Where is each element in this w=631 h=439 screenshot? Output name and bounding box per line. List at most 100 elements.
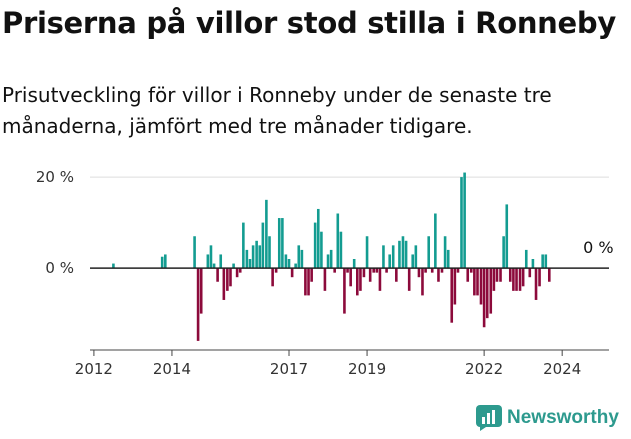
bar [375,268,379,273]
bar [251,245,255,269]
bar [414,245,418,269]
chart-title: Priserna på villor stod stilla i Ronneby [2,6,616,40]
bar [502,236,505,269]
bar [362,268,366,278]
bar [336,213,340,269]
bar [316,208,320,269]
bar [287,259,291,269]
bar [495,268,499,282]
bar [421,268,424,296]
bar [443,236,447,269]
bar [277,218,281,269]
bar [407,268,411,291]
bar [323,268,327,291]
bar [290,268,294,278]
bar [401,236,405,269]
bar [505,204,509,269]
bar [434,213,437,269]
bar [508,268,512,282]
bar [222,268,226,300]
bar [453,268,457,305]
bar [333,268,336,273]
bar [528,268,532,278]
bar [365,236,369,269]
bar [424,268,427,273]
x-tick-label: 2017 [270,360,308,378]
bar [404,240,408,269]
bar [294,263,297,269]
bar [229,268,232,287]
bar [274,268,278,273]
bar [479,268,483,305]
y-tick-label: 0 % [45,259,74,277]
bar [476,268,479,296]
bar [271,268,274,287]
bar [258,245,262,269]
bar [518,268,522,291]
bar [499,268,502,282]
bar [446,249,450,269]
bar [343,268,346,314]
bar [242,222,245,269]
bar [238,268,242,273]
bar [385,268,388,273]
bar [164,254,167,269]
bar [216,268,219,282]
bar [268,236,271,269]
bar [284,254,288,269]
annotation-label: 0 % [583,238,613,257]
x-tick-label: 2024 [543,360,581,378]
bar [196,268,200,341]
bar [382,245,385,269]
bar [160,256,164,269]
bar [395,268,398,282]
bar [206,254,210,269]
bar [466,268,470,282]
bar [352,259,356,269]
bar-chart-logo-icon [476,405,502,431]
bar [339,231,343,269]
bar [515,268,518,291]
bar [524,249,528,269]
bar [232,263,235,269]
bar [326,254,330,269]
bar [248,259,252,269]
y-tick-label: 20 % [36,168,74,186]
bar [255,240,258,269]
bar [427,236,431,269]
bar [492,268,496,291]
bar [226,268,229,291]
bar [329,249,333,269]
x-tick-label: 2022 [465,360,503,378]
bar [261,222,265,269]
bar [297,245,301,269]
bar [456,268,460,273]
bar [485,268,489,319]
bar [521,268,525,287]
bar [265,199,268,269]
bar [199,268,203,314]
bar [544,254,548,269]
bar [437,268,440,282]
bar [391,245,395,269]
bar [463,172,466,269]
bar [112,263,115,269]
bar [430,268,434,273]
bar [307,268,310,296]
bar [245,249,249,269]
bar [209,245,213,269]
bar [320,231,323,269]
bar [372,268,375,273]
bar [534,268,538,300]
bar [219,254,223,269]
bar [281,218,284,269]
bar [469,268,473,273]
bar [460,177,463,269]
bar [346,268,349,273]
x-tick-label: 2014 [153,360,191,378]
x-tick-label: 2012 [75,360,113,378]
bar [235,268,239,278]
bar [538,268,541,287]
bar-chart: 0 % 20 % 2012 2014 2017 2019 2022 2024 0 % [36,168,614,378]
bar [356,268,359,296]
